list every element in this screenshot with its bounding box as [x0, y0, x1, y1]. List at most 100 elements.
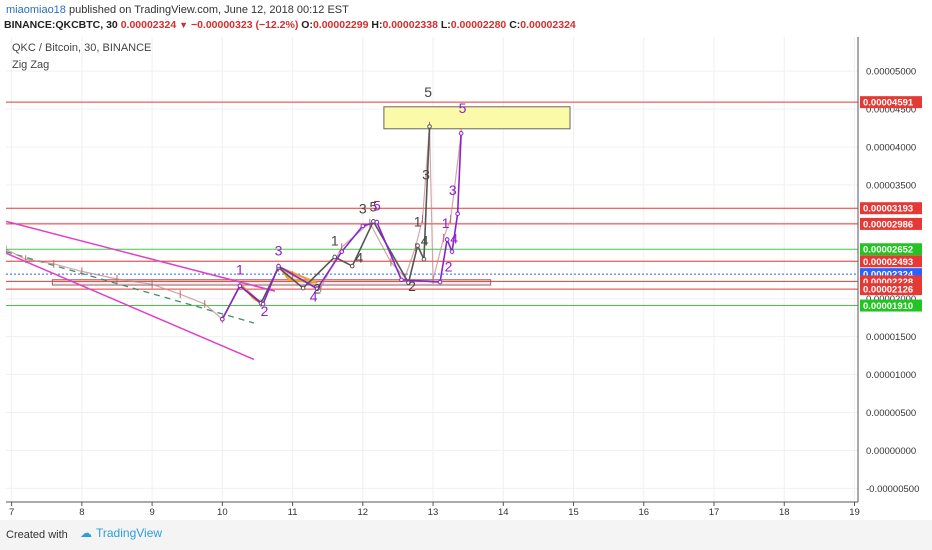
- zigzag-point: [374, 219, 380, 225]
- level-tag-bg: [860, 255, 922, 268]
- wave-label-gray: 2: [313, 280, 321, 296]
- close-label: C:: [509, 19, 521, 31]
- y-tick-label: 0.00004500: [866, 105, 916, 116]
- x-tick-label: 11: [288, 507, 298, 518]
- level-tag-label: 0.00002493: [863, 257, 913, 268]
- level-tag-label: 0.00004591: [863, 98, 914, 109]
- wave-label-gray: 5: [424, 84, 432, 100]
- tradingview-logo[interactable]: ☁ TradingView: [76, 526, 162, 540]
- time-axis[interactable]: 7 8 9 10 11 12 13 14 15 16 17 18 19: [9, 502, 860, 518]
- wave-label-gray: 3: [359, 201, 367, 217]
- author-link[interactable]: miaomiao18: [6, 4, 66, 16]
- zigzag-point: [339, 249, 345, 254]
- level-tag-bg: [860, 283, 922, 296]
- zigzag-point: [455, 211, 460, 217]
- y-tick-label: -0.00000500: [866, 484, 919, 495]
- wave-label-purple: 4: [450, 230, 458, 246]
- last-price: 0.00002324: [120, 19, 177, 31]
- level-tag-label: 0.00002986: [863, 219, 913, 230]
- symbol-label: BINANCE:QKCBTC, 30: [4, 19, 118, 31]
- legend-indicator: Zig Zag: [12, 59, 49, 71]
- zigzag-point: [449, 249, 455, 254]
- open-value: 0.00002299: [312, 19, 369, 31]
- ohlc-line: BINANCE:QKCBTC, 30 0.00002324 ▼ −0.00000…: [4, 19, 576, 31]
- wave-label-gray: 5: [369, 198, 377, 214]
- zigzag-point: [415, 243, 420, 248]
- zigzag-point: [360, 223, 366, 229]
- footer: Created with ☁ TradingView: [0, 520, 932, 550]
- zigzag-point: [314, 286, 320, 292]
- level-tag-label: 0.00002126: [863, 285, 913, 296]
- x-tick-label: 19: [849, 507, 860, 518]
- level-tag-bg: [860, 202, 922, 215]
- x-tick-label: 15: [568, 507, 579, 518]
- high-label: H:: [371, 19, 383, 31]
- zigzag-point: [220, 316, 225, 322]
- zigzag-point: [349, 263, 355, 269]
- y-tick-label: 0.00000500: [866, 408, 916, 419]
- channel-line: [6, 220, 276, 292]
- level-tag-label: 0.00002324: [863, 270, 914, 281]
- zigzag-point: [260, 301, 266, 307]
- y-tick-label: 0.00004000: [866, 142, 916, 153]
- price-change: −0.00000323 (−12.2%): [190, 19, 299, 31]
- y-tick-label: 0.00005000: [866, 67, 916, 78]
- level-tag-bg: [860, 217, 922, 230]
- x-tick-label: 9: [149, 507, 154, 518]
- wave-label-purple: 5: [459, 100, 467, 116]
- wave-label-gray: 1: [414, 214, 422, 230]
- created-with-label: Created with: [6, 529, 68, 541]
- wave-label-gray: 3: [422, 167, 430, 183]
- y-tick-label: 0.00000000: [866, 446, 916, 457]
- grid: [6, 37, 858, 502]
- low-value: 0.00002280: [450, 19, 507, 31]
- level-tag-bg: [860, 96, 922, 109]
- zigzag-point: [437, 279, 443, 285]
- low-label: L:: [440, 19, 451, 31]
- legend-title: QKC / Bitcoin, 30, BINANCE: [12, 42, 151, 54]
- wave-label-purple: 3: [449, 182, 457, 198]
- x-tick-label: 12: [358, 507, 369, 518]
- zigzag-point: [371, 219, 376, 224]
- y-tick-label: 0.00003500: [866, 180, 916, 191]
- x-tick-label: 17: [709, 507, 720, 518]
- wave-label-gray: 4: [355, 249, 363, 265]
- level-tag-label: 0.00002652: [863, 245, 913, 256]
- target-box: [383, 106, 571, 130]
- close-value: 0.00002324: [520, 19, 576, 31]
- wave-label-purple: 1: [442, 215, 450, 231]
- zigzag-point: [276, 263, 281, 269]
- wave-label-purple: 2: [261, 303, 269, 319]
- wave-label-purple: 2: [445, 258, 453, 274]
- y-tick-label: 0.00001500: [866, 332, 916, 343]
- wave-label-purple: 5: [373, 198, 381, 214]
- level-tag-bg: [860, 299, 922, 312]
- x-tick-label: 10: [217, 507, 228, 518]
- level-tag-label: 0.00003193: [863, 204, 913, 215]
- wave-label-purple: 4: [310, 289, 318, 305]
- wave-label-gray: 1: [331, 233, 339, 249]
- publish-line: miaomiao18 published on TradingView.com,…: [6, 4, 349, 16]
- high-value: 0.00002338: [382, 19, 438, 31]
- x-tick-label: 8: [79, 507, 84, 518]
- zigzag-point: [444, 237, 450, 242]
- cloud-icon: ☁: [80, 526, 92, 540]
- x-tick-label: 16: [638, 507, 649, 518]
- x-tick-label: 13: [428, 507, 439, 518]
- y-tick-label: 0.00001000: [866, 370, 916, 381]
- wave-label-gray: 4: [421, 233, 429, 249]
- brand-label: TradingView: [96, 526, 163, 540]
- wave-label-purple: 3: [275, 242, 283, 258]
- chart-header: miaomiao18 published on TradingView.com,…: [0, 0, 932, 36]
- x-tick-label: 14: [498, 507, 509, 518]
- zigzag-point: [458, 131, 464, 136]
- zigzag-point: [399, 277, 404, 283]
- channel-line: [6, 252, 255, 361]
- level-tag-label: 0.00002228: [863, 277, 913, 288]
- x-tick-label: 18: [779, 507, 790, 518]
- zigzag-point: [427, 124, 432, 129]
- zigzag-point: [421, 256, 427, 262]
- zigzag-point: [300, 285, 306, 291]
